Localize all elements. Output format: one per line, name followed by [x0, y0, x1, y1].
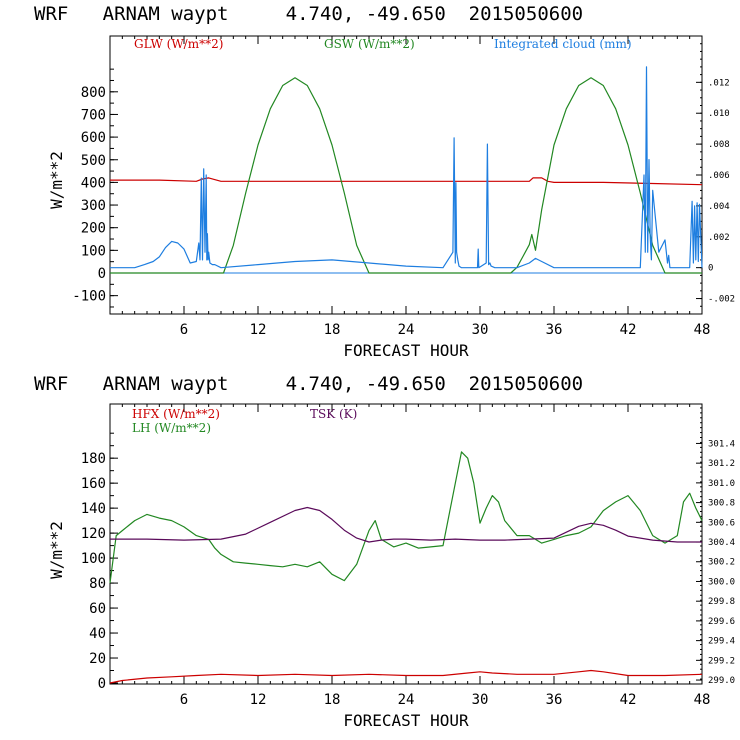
x-tick-label: 12 [250, 692, 267, 708]
y-tick-label: 60 [89, 601, 106, 617]
y-tick-label: 500 [81, 153, 106, 169]
x-tick-label: 36 [546, 692, 563, 708]
y-tick-label: 100 [81, 243, 106, 259]
y2-tick-label: -.002 [708, 295, 735, 305]
x-tick-label: 6 [180, 692, 188, 708]
top-series-group [110, 66, 703, 274]
legend-lh: LH (W/m**2) [132, 421, 211, 435]
x-tick-label: 48 [694, 692, 711, 708]
y-tick-label: 600 [81, 130, 106, 146]
y-tick-label: 40 [89, 626, 106, 642]
y-tick-label: 80 [89, 576, 106, 592]
y-tick-label: 300 [81, 198, 106, 214]
x-tick-label: 18 [324, 692, 341, 708]
bottom-plot-frame [109, 403, 703, 685]
x-tick-label: 48 [694, 322, 711, 338]
y2-tick-label: 0 [708, 264, 713, 274]
top-axes-ticks: -100 0 100 200 300 400 500 600 700 800 6 12 18 24 30 36… [72, 36, 735, 338]
y2-tick-label: .008 [708, 140, 730, 150]
series-line-gsw [110, 77, 702, 274]
x-tick-label: 6 [180, 322, 188, 338]
y-tick-label: 140 [81, 501, 106, 517]
top-panel: WRF ARNAM waypt 4.740, -49.650 201505060… [34, 3, 735, 360]
y-tick-label: -100 [72, 289, 106, 305]
legend-integrated-cloud: Integrated cloud (mm) [494, 37, 632, 51]
bottom-chart-title: WRF ARNAM waypt 4.740, -49.650 201505060… [34, 373, 583, 395]
x-tick-label: 30 [472, 322, 489, 338]
x-tick-label: 24 [398, 692, 415, 708]
y2-tick-label: .006 [708, 171, 730, 181]
y2-tick-label: .002 [708, 233, 730, 243]
x-tick-label: 30 [472, 692, 489, 708]
series-line-hfx [109, 669, 703, 684]
y2-tick-label: 300.8 [708, 499, 735, 509]
series-line-glw [110, 177, 703, 186]
bottom-panel: WRF ARNAM waypt 4.740, -49.650 201505060… [34, 373, 735, 730]
y2-tick-label: 299.0 [708, 676, 735, 686]
x-tick-label: 24 [398, 322, 415, 338]
y-tick-label: 200 [81, 221, 106, 237]
x-tick-label: 18 [324, 322, 341, 338]
y-tick-label: 120 [81, 526, 106, 542]
x-tick-label: 42 [620, 322, 637, 338]
y-tick-label: 20 [89, 651, 106, 667]
y2-tick-label: .004 [708, 202, 730, 212]
y2-tick-label: 300.2 [708, 558, 735, 568]
y-tick-label: 100 [81, 551, 106, 567]
y2-tick-label: 300.0 [708, 577, 735, 587]
y-tick-label: 700 [81, 107, 106, 123]
y2-tick-label: 299.2 [708, 656, 735, 666]
legend-hfx: HFX (W/m**2) [132, 407, 220, 421]
bottom-y-axis-label: W/m**2 [47, 521, 66, 579]
top-chart-title: WRF ARNAM waypt 4.740, -49.650 201505060… [34, 3, 583, 25]
top-y-axis-label: W/m**2 [47, 151, 66, 209]
y-tick-label: 400 [81, 175, 106, 191]
y2-tick-label: 299.4 [708, 637, 735, 647]
y-tick-label: 0 [98, 676, 106, 692]
y-tick-label: 160 [81, 476, 106, 492]
legend-glw: GLW (W/m**2) [134, 37, 223, 51]
y2-tick-label: 300.4 [708, 538, 735, 548]
bottom-axes-ticks: 0 20 40 60 80 100 120 140 160 180 6 12 18 24 30 36 42 48 2… [81, 404, 735, 708]
y-tick-label: 0 [98, 266, 106, 282]
y2-tick-label: 301.4 [708, 439, 735, 449]
series-line-lh [109, 451, 703, 584]
y-tick-label: 800 [81, 85, 106, 101]
y-tick-label: 180 [81, 451, 106, 467]
top-x-axis-label: FORECAST HOUR [343, 341, 469, 360]
y2-tick-label: 300.6 [708, 518, 735, 528]
y2-tick-label: .010 [708, 109, 730, 119]
y2-tick-label: 299.6 [708, 617, 735, 627]
x-tick-label: 42 [620, 692, 637, 708]
bottom-series-group [109, 451, 703, 684]
legend-gsw: GSW (W/m**2) [324, 37, 415, 51]
x-tick-label: 12 [250, 322, 267, 338]
y2-tick-label: .012 [708, 78, 730, 88]
bottom-x-axis-label: FORECAST HOUR [343, 711, 469, 730]
series-line-tsk [110, 506, 702, 543]
x-tick-label: 36 [546, 322, 563, 338]
legend-tsk: TSK (K) [310, 407, 357, 421]
y2-tick-label: 301.2 [708, 459, 735, 469]
series-line-integrated [110, 66, 703, 269]
y2-tick-label: 299.8 [708, 597, 735, 607]
top-plot-frame [109, 35, 703, 315]
y2-tick-label: 301.0 [708, 479, 735, 489]
